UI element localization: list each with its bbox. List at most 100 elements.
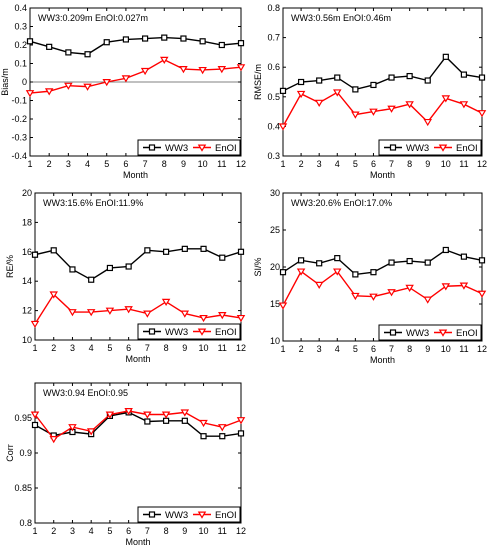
y-tick-label: -0.3 (11, 133, 27, 143)
x-tick-label: 1 (27, 159, 32, 169)
x-tick-label: 1 (280, 159, 285, 169)
data-point (30, 320, 40, 329)
data-point (144, 418, 151, 425)
series-ww3 (31, 245, 245, 283)
legend-box (137, 506, 241, 523)
data-point (30, 411, 40, 419)
x-tick-label: 12 (477, 344, 487, 354)
data-point (219, 433, 226, 440)
data-point (122, 36, 130, 43)
series-line (34, 411, 242, 437)
legend-label-ww3: WW3 (165, 327, 188, 338)
data-point (88, 276, 95, 283)
y-tick-label: 0.2 (14, 40, 27, 50)
y-tick-label: 0.8 (267, 3, 280, 13)
data-point (441, 283, 451, 291)
legend-marker-enoi (438, 144, 448, 152)
x-tick-label: 9 (425, 159, 430, 169)
chart-panel-5: 0.80.850.90.951 2 3 4 5 6 7 8 9 10 11 12MonthCorrWW… (5, 382, 246, 547)
data-point (143, 310, 152, 318)
y-tick-label: 10 (22, 335, 32, 345)
data-point (459, 282, 469, 290)
data-point (369, 293, 378, 301)
series-enoi (25, 56, 246, 98)
data-point (351, 111, 360, 119)
y-axis-label: Bias/m (0, 68, 10, 96)
data-point (200, 433, 207, 440)
x-tick-label: 9 (425, 344, 430, 354)
x-tick-label: 9 (182, 343, 187, 353)
y-tick-label: 0.4 (14, 3, 27, 13)
data-point (369, 108, 378, 116)
x-tick-label: 5 (353, 159, 358, 169)
y-axis-label: RMSE/m (253, 64, 263, 100)
chart-panel-1: -0.4-0.3-0.2-0.100.10.20.30.41 2 3 4 5 6 7 8 9 10… (0, 3, 246, 180)
plot-area (34, 382, 242, 524)
data-point (477, 110, 487, 118)
data-point (141, 35, 149, 42)
y-tick-label: 0.95 (14, 413, 32, 423)
x-tick-label: 6 (371, 344, 376, 354)
data-point (405, 284, 414, 292)
data-point (199, 38, 206, 45)
x-tick-label: 4 (85, 159, 90, 169)
data-point (406, 257, 413, 265)
stats-annotation: WW3:0.94 EnOI:0.95 (43, 388, 128, 398)
y-tick-label: 0.6 (267, 62, 280, 72)
legend: WW3 EnOI (137, 506, 241, 523)
x-tick-label: 12 (236, 159, 246, 169)
legend-marker-ww3 (148, 511, 156, 518)
legend: WW3 EnOI (378, 324, 482, 341)
x-tick-label: 7 (145, 343, 150, 353)
x-tick-label: 2 (47, 159, 52, 169)
y-tick-label: 10 (270, 336, 280, 346)
y-tick-label: 0.5 (267, 92, 280, 102)
series-enoi (278, 89, 487, 131)
y-tick-label: 0.3 (267, 151, 280, 161)
legend-label-enoi: EnOI (215, 143, 237, 154)
x-tick-label: 8 (407, 159, 412, 169)
x-tick-label: 11 (459, 344, 468, 354)
y-tick-label: -0.2 (11, 114, 27, 124)
data-point (352, 86, 359, 93)
legend-marker-ww3 (389, 144, 397, 151)
y-tick-label: -0.4 (11, 151, 27, 161)
y-tick-label: 15 (270, 299, 280, 309)
x-tick-label: 2 (299, 159, 304, 169)
data-point (199, 419, 208, 428)
data-point (442, 53, 449, 60)
y-tick-label: 0.1 (14, 59, 27, 69)
data-point (351, 292, 360, 301)
stats-annotation: WW3:0.209m EnOI:0.027m (38, 13, 148, 23)
data-point (423, 118, 432, 127)
data-point (161, 411, 171, 419)
x-tick-label: 12 (477, 159, 487, 169)
data-point (333, 89, 342, 97)
data-point (236, 314, 246, 323)
y-tick-label: 0.7 (267, 33, 280, 43)
data-point (49, 291, 58, 299)
stats-annotation: WW3:15.6% EnOI:11.9% (43, 198, 143, 208)
data-point (279, 87, 287, 94)
y-tick-label: 0 (22, 77, 27, 87)
data-point (406, 72, 413, 80)
stats-annotation: WW3:20.6% EnOI:17.0% (291, 198, 392, 208)
data-point (218, 41, 225, 49)
legend-box (137, 139, 241, 156)
y-axis-label: RE/% (5, 255, 15, 278)
x-axis-label: Month (370, 170, 395, 180)
x-axis-label: Month (125, 354, 150, 364)
x-tick-label: 2 (299, 344, 304, 354)
x-tick-label: 2 (51, 526, 56, 536)
x-tick-label: 8 (164, 343, 169, 353)
chart-panel-2: 0.30.40.50.60.70.81 2 3 4 5 6 7 8 9 10 11 12MonthRM… (253, 3, 487, 180)
data-point (69, 266, 76, 273)
x-axis-label: Month (125, 537, 150, 547)
x-tick-label: 1 (280, 344, 285, 354)
x-tick-label: 7 (389, 159, 394, 169)
x-tick-label: 10 (441, 344, 451, 354)
data-point (460, 253, 468, 260)
